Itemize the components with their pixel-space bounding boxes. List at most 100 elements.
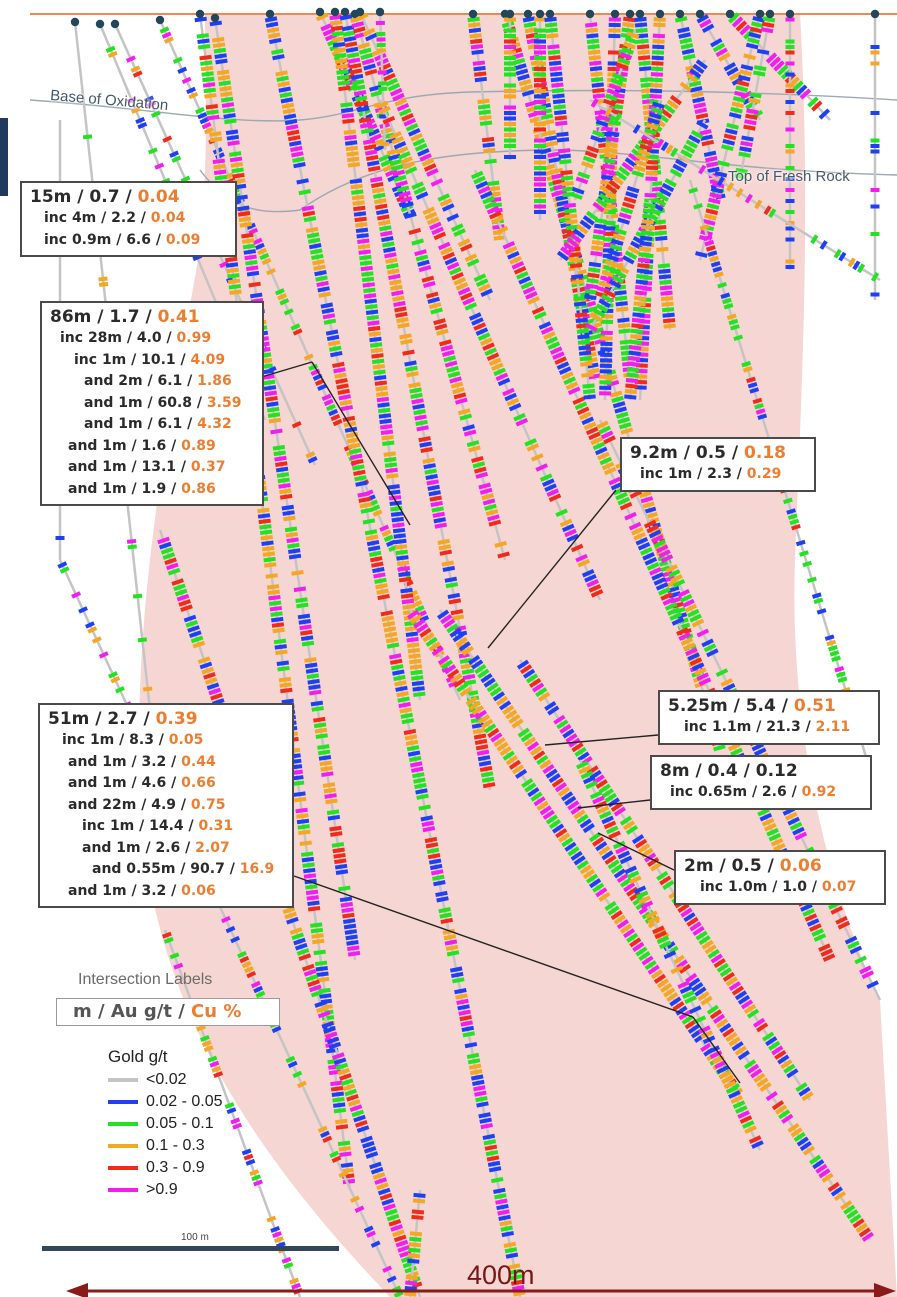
assay-interval (373, 369, 386, 375)
assay-interval (511, 718, 524, 729)
assay-interval (418, 804, 431, 811)
assay-interval (603, 98, 616, 107)
assay-interval (645, 165, 659, 171)
assay-interval (533, 750, 546, 761)
assay-interval (626, 886, 639, 897)
assay-interval (659, 187, 672, 197)
assay-interval (626, 31, 640, 40)
assay-interval (421, 820, 435, 827)
assay-interval (639, 241, 652, 247)
assay-interval (450, 673, 463, 684)
assay-interval (626, 372, 639, 378)
assay-interval (702, 219, 716, 226)
assay-interval (576, 813, 589, 824)
scale-bar (42, 1246, 339, 1251)
assay-interval (419, 441, 432, 448)
assay-interval (262, 379, 276, 386)
assay-interval (654, 224, 667, 231)
assay-interval (341, 112, 355, 119)
assay-interval (313, 949, 326, 956)
assay-interval (345, 145, 359, 152)
assay-interval (628, 350, 641, 356)
assay-interval (108, 671, 118, 679)
assay-interval (450, 381, 464, 389)
assay-interval (382, 620, 396, 628)
assay-interval (652, 925, 665, 935)
assay-interval (520, 84, 533, 92)
assay-interval (361, 276, 375, 283)
assay-interval (731, 985, 745, 996)
assay-interval (413, 618, 426, 629)
assay-interval (591, 327, 604, 335)
drill-hole (534, 9, 546, 220)
assay-interval (399, 1250, 412, 1258)
assay-interval (405, 1280, 418, 1286)
assay-interval (370, 1240, 381, 1248)
assay-interval (379, 418, 392, 425)
assay-interval (515, 417, 529, 427)
assay-interval (526, 741, 540, 752)
assay-interval (300, 635, 314, 642)
collar (695, 9, 705, 19)
assay-interval (242, 243, 256, 250)
assay-interval (431, 506, 444, 513)
assay-interval (206, 109, 219, 115)
assay-interval (777, 64, 789, 76)
assay-interval (456, 682, 469, 693)
assay-interval (737, 1050, 750, 1061)
assay-interval (709, 1009, 723, 1020)
assay-interval (612, 401, 626, 409)
assay-interval (632, 124, 641, 134)
intersection-header: 2m / 0.5 / 0.06 (684, 855, 876, 877)
assay-interval (602, 188, 615, 199)
assay-interval (590, 250, 603, 257)
assay-interval (686, 916, 699, 927)
assay-interval (416, 623, 429, 634)
assay-interval (481, 136, 495, 143)
assay-interval (400, 1255, 414, 1264)
drill-hole (734, 9, 776, 181)
assay-interval (640, 900, 654, 910)
assay-interval (532, 682, 545, 693)
assay-interval (341, 1167, 354, 1174)
assay-interval (489, 686, 502, 697)
assay-interval (602, 163, 615, 170)
assay-interval (485, 1149, 499, 1157)
assay-interval (303, 216, 317, 223)
assay-interval (612, 233, 626, 241)
interval-grade: and 1m / 1.6 / (68, 437, 182, 454)
assay-interval (606, 88, 620, 97)
assay-interval (849, 945, 863, 955)
assay-interval (610, 863, 623, 874)
assay-interval (307, 237, 321, 244)
assay-interval (364, 68, 378, 76)
assay-interval (350, 73, 364, 80)
assay-interval (353, 26, 366, 34)
assay-interval (290, 323, 301, 331)
assay-interval (397, 696, 410, 703)
assay-interval (840, 1200, 853, 1211)
assay-interval (351, 189, 364, 195)
assay-interval (636, 38, 649, 44)
assay-interval (612, 72, 625, 81)
assay-interval (343, 129, 357, 135)
assay-interval (676, 627, 689, 636)
assay-interval (381, 236, 394, 243)
assay-interval (738, 151, 751, 158)
assay-interval (410, 392, 423, 399)
assay-interval (592, 201, 605, 213)
assay-interval (329, 1150, 340, 1159)
assay-interval (440, 917, 453, 925)
drill-hole (688, 179, 872, 771)
assay-interval (547, 151, 561, 158)
assay-interval (631, 526, 644, 536)
assay-interval (757, 807, 770, 817)
assay-interval (556, 131, 569, 137)
assay-interval (581, 160, 594, 169)
copper-grade: 3.59 (206, 394, 242, 411)
assay-interval (581, 372, 594, 378)
assay-interval (310, 248, 323, 255)
assay-interval (710, 260, 721, 268)
assay-interval (590, 76, 604, 83)
assay-interval (382, 115, 396, 125)
